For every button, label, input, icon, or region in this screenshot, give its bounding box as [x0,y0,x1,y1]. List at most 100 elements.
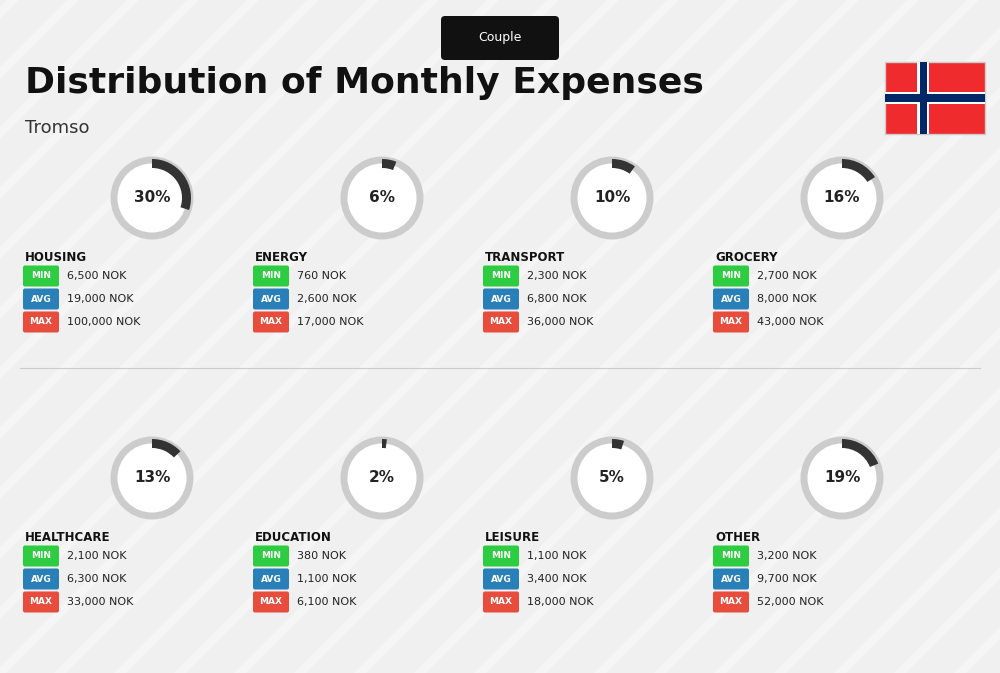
Text: MAX: MAX [720,598,742,606]
Text: MAX: MAX [30,318,53,326]
Text: TRANSPORT: TRANSPORT [485,251,565,264]
Text: 2,300 NOK: 2,300 NOK [527,271,586,281]
Text: 1,100 NOK: 1,100 NOK [527,551,586,561]
Text: MAX: MAX [30,598,53,606]
Text: 3,400 NOK: 3,400 NOK [527,574,586,584]
FancyBboxPatch shape [483,592,519,612]
Text: MAX: MAX [490,318,512,326]
Text: AVG: AVG [721,575,741,583]
Text: 16%: 16% [824,190,860,205]
FancyBboxPatch shape [713,312,749,332]
Text: AVG: AVG [491,295,511,304]
Text: 5%: 5% [599,470,625,485]
Text: MAX: MAX [260,598,283,606]
FancyBboxPatch shape [483,266,519,287]
Text: HEALTHCARE: HEALTHCARE [25,531,111,544]
FancyBboxPatch shape [713,289,749,310]
Text: AVG: AVG [721,295,741,304]
Text: AVG: AVG [31,295,51,304]
FancyBboxPatch shape [253,546,289,567]
Text: MIN: MIN [491,271,511,281]
Wedge shape [152,439,180,458]
FancyBboxPatch shape [713,569,749,590]
Wedge shape [382,439,387,448]
FancyBboxPatch shape [253,266,289,287]
Text: 33,000 NOK: 33,000 NOK [67,597,133,607]
Text: 760 NOK: 760 NOK [297,271,346,281]
Text: MIN: MIN [721,551,741,561]
Text: 52,000 NOK: 52,000 NOK [757,597,824,607]
FancyBboxPatch shape [23,289,59,310]
Text: 43,000 NOK: 43,000 NOK [757,317,824,327]
Text: 6,500 NOK: 6,500 NOK [67,271,126,281]
Circle shape [806,442,878,514]
FancyBboxPatch shape [23,546,59,567]
FancyBboxPatch shape [23,592,59,612]
FancyBboxPatch shape [483,546,519,567]
Wedge shape [152,159,191,210]
Wedge shape [842,439,878,467]
Text: MIN: MIN [31,271,51,281]
FancyBboxPatch shape [441,16,559,60]
FancyBboxPatch shape [885,62,985,134]
Text: 6,300 NOK: 6,300 NOK [67,574,126,584]
Text: Couple: Couple [478,32,522,44]
FancyBboxPatch shape [23,312,59,332]
Text: 18,000 NOK: 18,000 NOK [527,597,594,607]
Circle shape [576,442,648,514]
Circle shape [346,162,418,234]
Text: 1,100 NOK: 1,100 NOK [297,574,356,584]
Text: 6%: 6% [369,190,395,205]
Text: 19%: 19% [824,470,860,485]
Text: 13%: 13% [134,470,170,485]
Text: GROCERY: GROCERY [715,251,778,264]
Text: 2,700 NOK: 2,700 NOK [757,271,817,281]
Text: 19,000 NOK: 19,000 NOK [67,294,134,304]
Circle shape [806,162,878,234]
Circle shape [576,162,648,234]
Bar [885,94,985,102]
Text: HOUSING: HOUSING [25,251,87,264]
Text: AVG: AVG [261,575,281,583]
FancyBboxPatch shape [253,289,289,310]
Text: MIN: MIN [261,551,281,561]
Bar [885,92,985,104]
Text: MIN: MIN [721,271,741,281]
Text: 2,100 NOK: 2,100 NOK [67,551,126,561]
Text: OTHER: OTHER [715,531,760,544]
Text: Distribution of Monthly Expenses: Distribution of Monthly Expenses [25,66,704,100]
Wedge shape [842,159,875,182]
FancyBboxPatch shape [253,592,289,612]
Text: 2%: 2% [369,470,395,485]
Text: MIN: MIN [491,551,511,561]
Text: LEISURE: LEISURE [485,531,540,544]
Text: 6,100 NOK: 6,100 NOK [297,597,356,607]
Text: 8,000 NOK: 8,000 NOK [757,294,816,304]
Text: 6,800 NOK: 6,800 NOK [527,294,586,304]
Wedge shape [382,159,396,170]
Text: 30%: 30% [134,190,170,205]
FancyBboxPatch shape [713,266,749,287]
Text: MIN: MIN [31,551,51,561]
FancyBboxPatch shape [23,266,59,287]
Text: AVG: AVG [31,575,51,583]
FancyBboxPatch shape [713,592,749,612]
Circle shape [116,162,188,234]
Text: MAX: MAX [490,598,512,606]
Bar [917,62,929,134]
Text: 36,000 NOK: 36,000 NOK [527,317,593,327]
Wedge shape [612,159,635,174]
Text: MAX: MAX [260,318,283,326]
Text: Tromso: Tromso [25,119,90,137]
Text: 9,700 NOK: 9,700 NOK [757,574,817,584]
Text: 380 NOK: 380 NOK [297,551,346,561]
FancyBboxPatch shape [253,312,289,332]
Text: AVG: AVG [491,575,511,583]
Wedge shape [612,439,624,450]
FancyBboxPatch shape [713,546,749,567]
FancyBboxPatch shape [483,569,519,590]
Circle shape [346,442,418,514]
FancyBboxPatch shape [483,289,519,310]
Text: MAX: MAX [720,318,742,326]
Text: 10%: 10% [594,190,630,205]
